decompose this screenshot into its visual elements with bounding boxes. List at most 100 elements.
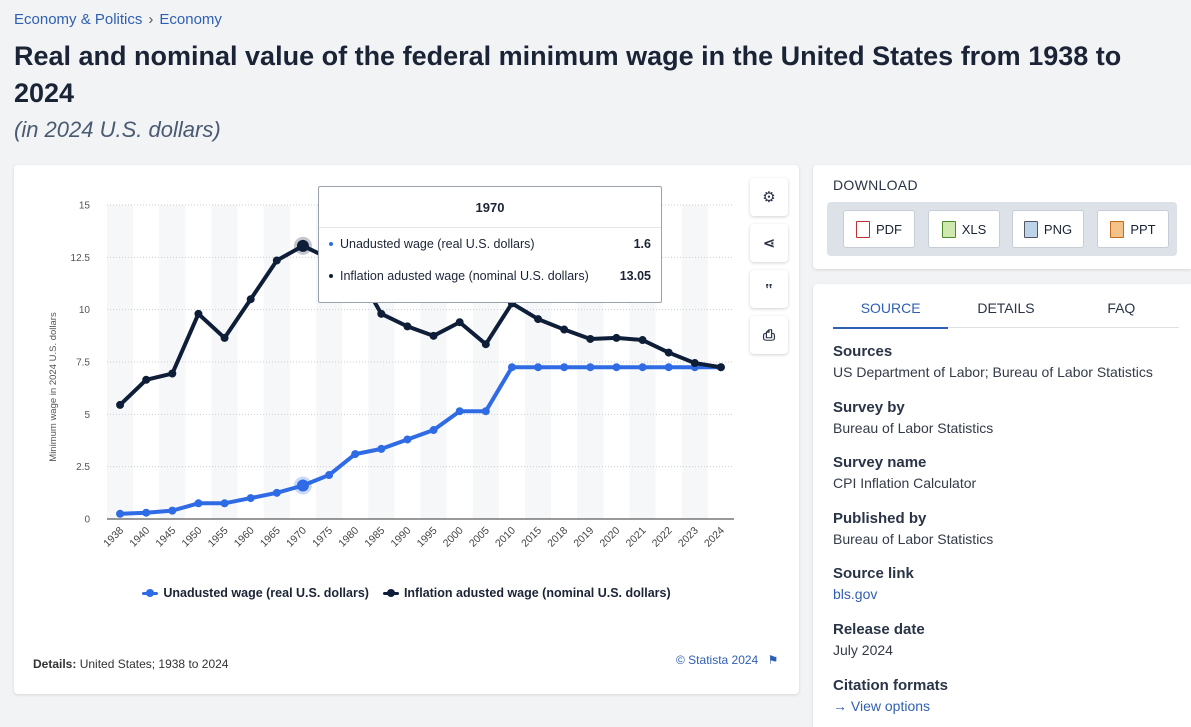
data-point	[455, 318, 464, 327]
download-ppt-button[interactable]: PPT	[1097, 210, 1169, 248]
data-point	[351, 450, 360, 459]
breadcrumb: Economy & Politics › Economy	[14, 11, 222, 28]
tooltip-row-inflation: Inflation adusted wage (nominal U.S. dol…	[319, 260, 661, 292]
tab-faq[interactable]: FAQ	[1107, 300, 1136, 316]
published-by-value: Bureau of Labor Statistics	[833, 531, 994, 547]
share-icon: ⋖	[762, 235, 776, 252]
download-bar: PDF XLS PNG PPT	[827, 202, 1177, 256]
x-tick-label: 1975	[310, 525, 335, 550]
share-button[interactable]: ⋖	[750, 224, 788, 262]
y-tick-label: 15	[79, 201, 91, 212]
breadcrumb-economy-politics[interactable]: Economy & Politics	[14, 11, 143, 28]
data-point	[403, 435, 412, 444]
data-point	[534, 315, 543, 324]
tab-source[interactable]: SOURCE	[833, 300, 949, 329]
page-title: Real and nominal value of the federal mi…	[14, 41, 1122, 108]
data-point	[612, 333, 621, 342]
x-tick-label: 1985	[362, 525, 387, 550]
column-band	[159, 205, 186, 519]
x-tick-label: 2000	[441, 525, 466, 550]
printer-icon: ⎙	[762, 326, 775, 344]
breadcrumb-separator: ›	[148, 11, 154, 28]
data-point	[534, 363, 543, 372]
tooltip-label: Inflation adusted wage (nominal U.S. dol…	[340, 269, 589, 283]
data-point-highlight	[296, 479, 309, 492]
data-point	[429, 331, 438, 340]
data-point	[664, 363, 673, 372]
download-ppt-label: PPT	[1130, 221, 1156, 237]
sources-section: Sources US Department of Labor; Bureau o…	[833, 343, 1153, 380]
tab-details[interactable]: DETAILS	[977, 300, 1035, 316]
settings-button[interactable]: ⚙	[750, 178, 788, 216]
view-options-link[interactable]: → View options	[833, 698, 948, 714]
citation-label: Citation formats	[833, 677, 949, 694]
x-tick-label: 2010	[493, 525, 518, 550]
release-date-value: July 2024	[833, 642, 893, 658]
data-point	[612, 363, 621, 372]
x-tick-label: 1965	[258, 525, 283, 550]
legend-item-unadjusted[interactable]: Unadusted wage (real U.S. dollars)	[142, 586, 369, 600]
arrow-right-icon: →	[833, 698, 851, 714]
x-tick-label: 2022	[650, 525, 675, 550]
view-options-label: View options	[850, 698, 931, 714]
download-pdf-label: PDF	[876, 221, 902, 237]
quote-icon: ‟	[765, 280, 773, 298]
page-subtitle: (in 2024 U.S. dollars)	[14, 117, 221, 142]
copyright-link[interactable]: © Statista 2024 ⚑	[676, 653, 778, 667]
y-tick-label: 5	[84, 410, 90, 421]
legend-item-inflation[interactable]: Inflation adusted wage (nominal U.S. dol…	[382, 586, 671, 600]
png-file-icon	[1023, 220, 1038, 238]
data-point	[481, 340, 490, 349]
data-point	[690, 359, 699, 368]
download-png-button[interactable]: PNG	[1012, 210, 1084, 248]
series-line	[118, 365, 723, 516]
published-by-label: Published by	[833, 510, 927, 527]
download-xls-button[interactable]: XLS	[928, 210, 1000, 248]
data-point	[246, 295, 255, 304]
legend-label: Inflation adusted wage (nominal U.S. dol…	[403, 586, 671, 600]
x-tick-label: 1955	[206, 525, 231, 550]
details-value: United States; 1938 to 2024	[79, 657, 229, 671]
y-tick-label: 10	[79, 305, 91, 316]
y-axis-title: Minimum wage in 2024 U.S. dollars	[48, 312, 59, 462]
line-chart[interactable]: 0 2.5 5 7.5 10 12.5 15 Minimum wage in 2024 U.S…	[14, 165, 799, 635]
download-xls-label: XLS	[961, 221, 987, 237]
chart-details: Details: United States; 1938 to 2024	[33, 657, 228, 671]
pdf-file-icon	[856, 220, 870, 238]
x-tick-label: 1940	[127, 525, 152, 550]
details-label: Details:	[33, 657, 77, 671]
breadcrumb-economy[interactable]: Economy	[159, 11, 222, 28]
published-by-section: Published by Bureau of Labor Statistics	[833, 510, 993, 547]
chart-tooltip: 1970 Unadusted wage (real U.S. dollars) …	[318, 186, 662, 303]
x-tick-label: 2024	[702, 525, 727, 550]
cite-button[interactable]: ‟	[750, 270, 788, 308]
data-point-highlight	[296, 239, 309, 252]
tooltip-value: 13.05	[619, 269, 651, 283]
data-point	[403, 322, 412, 331]
data-point	[586, 363, 595, 372]
survey-by-label: Survey by	[833, 399, 905, 416]
survey-name-value: CPI Inflation Calculator	[833, 475, 977, 491]
download-title: DOWNLOAD	[833, 177, 918, 193]
source-link[interactable]: bls.gov	[833, 586, 878, 602]
data-point	[560, 325, 569, 334]
data-point	[168, 506, 177, 515]
data-point	[142, 375, 151, 384]
chart-card: 0 2.5 5 7.5 10 12.5 15 Minimum wage in 2024 U.S…	[14, 165, 799, 694]
y-tick-label: 12.5	[71, 253, 91, 264]
x-tick-label: 2023	[676, 525, 701, 550]
source-link-label: Source link	[833, 565, 914, 582]
data-point	[429, 426, 438, 435]
print-button[interactable]: ⎙	[750, 316, 788, 354]
data-point	[455, 407, 464, 416]
data-point	[220, 499, 229, 508]
chart-tools: ⚙ ⋖ ‟ ⎙	[750, 178, 788, 362]
info-card: SOURCE DETAILS FAQ Sources US Department…	[813, 284, 1191, 727]
download-pdf-button[interactable]: PDF	[843, 210, 915, 248]
source-link-section: Source link bls.gov	[833, 565, 914, 602]
x-tick-label: 2020	[598, 525, 623, 550]
data-point	[272, 488, 281, 497]
y-tick-label: 2.5	[76, 462, 90, 473]
copyright-text: © Statista 2024	[676, 653, 759, 667]
data-point	[194, 499, 203, 508]
